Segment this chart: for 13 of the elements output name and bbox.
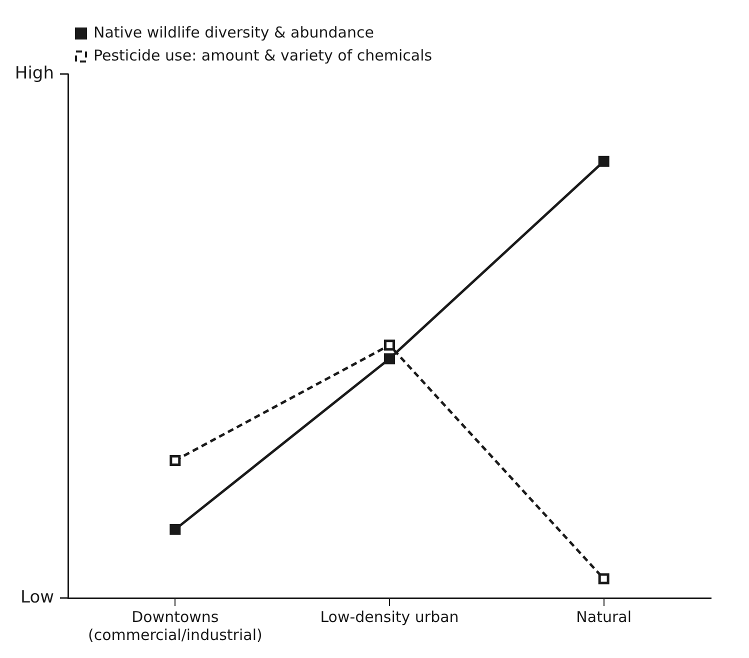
legend-label: Pesticide use: amount & variety of chemicals xyxy=(94,46,432,64)
point xyxy=(384,340,395,351)
legend-label: Native wildlife diversity & abundance xyxy=(94,23,374,42)
point xyxy=(170,454,181,466)
x-tick-label: Low-density urban xyxy=(320,608,459,626)
point xyxy=(170,524,181,535)
text: High xyxy=(14,63,54,84)
point xyxy=(598,156,610,167)
x-tick-label: Natural xyxy=(576,608,632,626)
text: Low xyxy=(20,587,54,608)
point xyxy=(384,353,395,364)
x-tick-label: Downtowns (commercial/industrial) xyxy=(88,608,262,644)
point xyxy=(598,573,610,584)
